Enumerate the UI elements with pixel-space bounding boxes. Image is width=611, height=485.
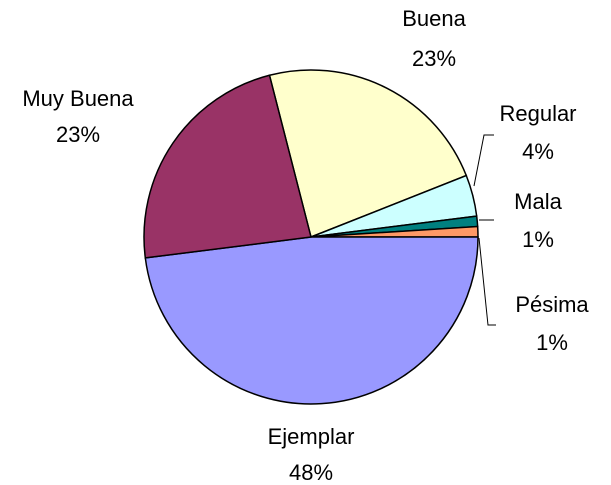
slice-value-label: 4%	[522, 139, 554, 164]
slice-value-label: 23%	[412, 46, 456, 71]
pie-slice	[143, 74, 312, 259]
leader-line	[473, 134, 494, 187]
slice-label: Buena	[402, 6, 466, 31]
pie-slice	[144, 236, 479, 405]
slice-value-label: 1%	[536, 330, 568, 355]
slice-label: Ejemplar	[268, 424, 355, 449]
slice-label: Regular	[499, 101, 576, 126]
slice-value-label: 23%	[56, 122, 100, 147]
leader-line	[478, 237, 496, 326]
slice-label: Muy Buena	[22, 86, 134, 111]
slice-label: Pésima	[515, 292, 589, 317]
pie-slice	[268, 69, 468, 239]
slice-label: Mala	[514, 189, 562, 214]
slice-value-label: 48%	[289, 460, 333, 485]
slice-value-label: 1%	[522, 227, 554, 252]
